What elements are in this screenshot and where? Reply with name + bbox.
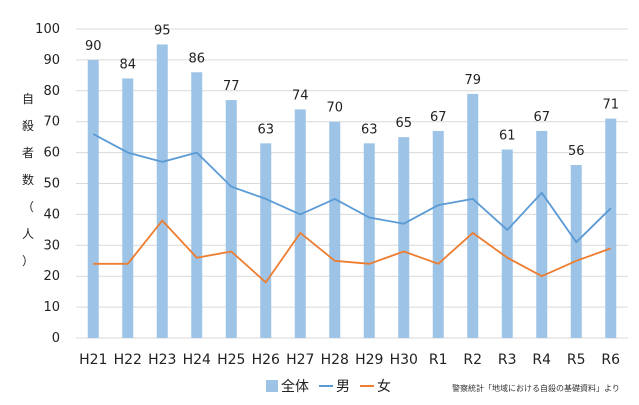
legend-item-male: 男 bbox=[319, 376, 350, 396]
legend-item-total: 全体 bbox=[266, 376, 309, 396]
data-labels: 90 84 95 86 77 63 74 70 63 65 67 79 61 67 56 71 bbox=[85, 23, 619, 159]
x-tick-label: H24 bbox=[183, 352, 211, 368]
x-tick-label: R2 bbox=[463, 352, 482, 368]
bar bbox=[329, 121, 341, 338]
bar bbox=[363, 143, 375, 338]
x-tick-label: H26 bbox=[252, 352, 280, 368]
x-tick-label: R1 bbox=[429, 352, 448, 368]
y-tick-label: 20 bbox=[43, 269, 60, 284]
bar bbox=[122, 78, 134, 338]
y-axis-label-char: （ bbox=[22, 200, 34, 214]
y-axis-label-char: ） bbox=[22, 254, 34, 268]
y-tick-label: 10 bbox=[43, 300, 60, 315]
y-axis-label-char: 数 bbox=[22, 172, 34, 187]
y-tick-label: 60 bbox=[43, 146, 60, 161]
y-tick-label: 40 bbox=[43, 207, 60, 222]
x-tick-label: H23 bbox=[148, 352, 176, 368]
bar bbox=[501, 149, 513, 338]
data-label: 86 bbox=[188, 51, 205, 66]
y-tick-label: 0 bbox=[52, 331, 60, 346]
bar bbox=[570, 164, 582, 338]
x-tick-label: R3 bbox=[498, 352, 517, 368]
bar bbox=[260, 143, 272, 338]
bar bbox=[294, 109, 306, 338]
y-tick-label: 90 bbox=[43, 53, 60, 68]
data-label: 74 bbox=[292, 88, 309, 103]
bar bbox=[432, 130, 444, 338]
bar bbox=[156, 44, 168, 338]
data-label: 56 bbox=[568, 144, 585, 159]
y-tick-label: 30 bbox=[43, 238, 60, 253]
y-tick-label: 100 bbox=[35, 22, 60, 37]
legend-label-male: 男 bbox=[336, 379, 350, 395]
legend-swatch-total bbox=[266, 380, 278, 392]
x-tick-label: R6 bbox=[601, 352, 620, 368]
line-series-male bbox=[92, 133, 612, 244]
x-tick-label: H27 bbox=[286, 352, 314, 368]
x-tick-label: H25 bbox=[217, 352, 245, 368]
bar bbox=[398, 137, 410, 338]
bar-series bbox=[87, 44, 617, 339]
x-axis-ticks: H21 H22 H23 H24 H25 H26 H27 H28 H29 H30 R1 R2 R3 R4 R5… bbox=[79, 352, 620, 368]
x-tick-label: R4 bbox=[532, 352, 551, 368]
x-tick-label: R5 bbox=[567, 352, 586, 368]
bar bbox=[467, 93, 479, 338]
y-axis-ticks: 0 10 20 30 40 50 60 70 80 90 100 bbox=[35, 22, 60, 346]
bar bbox=[605, 118, 617, 338]
data-label: 70 bbox=[326, 101, 343, 116]
data-label: 61 bbox=[499, 129, 516, 144]
y-tick-label: 70 bbox=[43, 115, 60, 130]
y-tick-label: 80 bbox=[43, 84, 60, 99]
y-axis-label-char: 殺 bbox=[22, 119, 34, 133]
data-label: 84 bbox=[119, 57, 136, 72]
y-axis-label-char: 自 bbox=[22, 92, 34, 106]
data-label: 67 bbox=[430, 110, 447, 125]
data-label: 65 bbox=[395, 116, 412, 131]
bar bbox=[87, 59, 99, 339]
x-tick-label: H29 bbox=[355, 352, 383, 368]
legend-swatch-male bbox=[319, 385, 333, 387]
data-label: 67 bbox=[533, 110, 550, 125]
y-tick-label: 50 bbox=[43, 177, 60, 192]
x-tick-label: H21 bbox=[79, 352, 107, 368]
legend-label-female: 女 bbox=[377, 379, 391, 395]
grid-lines bbox=[76, 28, 628, 339]
data-label: 71 bbox=[602, 98, 619, 113]
data-label: 90 bbox=[85, 39, 102, 54]
bar bbox=[225, 100, 237, 338]
data-label: 95 bbox=[154, 23, 171, 38]
x-tick-label: H28 bbox=[321, 352, 349, 368]
bar bbox=[191, 72, 203, 338]
bar bbox=[536, 130, 548, 338]
data-label: 63 bbox=[361, 122, 378, 137]
x-tick-label: H22 bbox=[114, 352, 142, 368]
line-series bbox=[92, 133, 612, 284]
data-label: 79 bbox=[464, 73, 481, 88]
data-label: 77 bbox=[223, 79, 240, 94]
source-note: 警察統計「地域における自殺の基礎資料」より bbox=[452, 384, 620, 393]
data-label: 63 bbox=[257, 122, 274, 137]
legend-label-total: 全体 bbox=[281, 379, 309, 395]
legend: 全体 男 女 bbox=[266, 376, 391, 396]
y-axis-label-char: 人 bbox=[22, 227, 34, 241]
line-series-female bbox=[93, 219, 612, 284]
y-axis-label-char: 者 bbox=[22, 146, 34, 160]
legend-swatch-female bbox=[360, 385, 374, 387]
x-tick-label: H30 bbox=[390, 352, 418, 368]
legend-item-female: 女 bbox=[360, 376, 391, 396]
